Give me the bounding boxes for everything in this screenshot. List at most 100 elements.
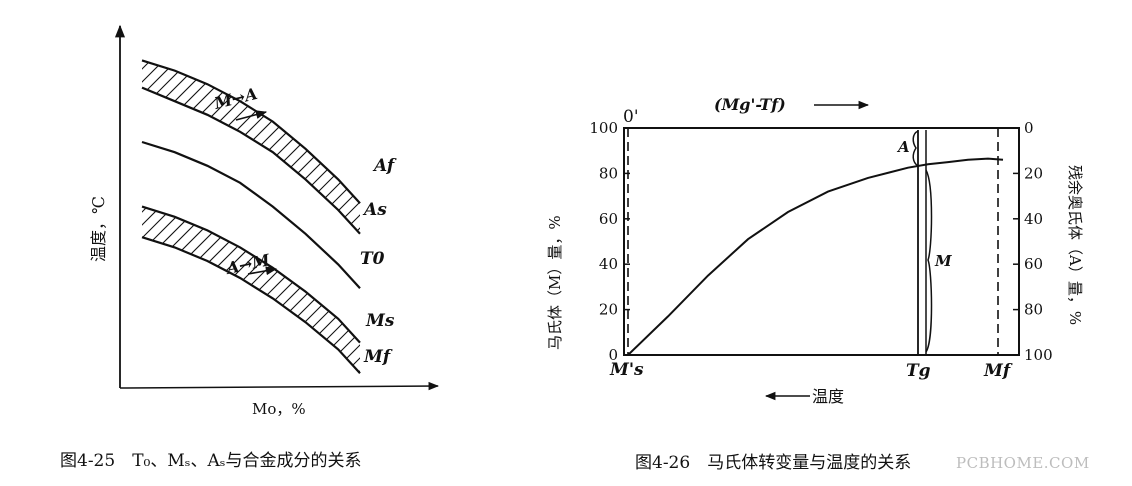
hatch-line — [142, 60, 360, 234]
hatch-line — [636, 40, 1016, 420]
series-label-t0: T0 — [360, 249, 385, 269]
right-y-tick-label: 40 — [1024, 210, 1043, 228]
hatch-line — [142, 60, 250, 234]
series-ms-curve — [141, 205, 361, 344]
caption-fig-4-26: 图4-26 马氏体转变量与温度的关系 — [635, 453, 912, 473]
left-y-tick-label: 0 — [608, 346, 618, 364]
region-arrow — [247, 266, 278, 276]
hatch-line — [0, 40, 80, 420]
marker-label-top-0: 0' — [623, 107, 639, 127]
left-y-tick-label: 60 — [599, 210, 618, 228]
right-y-axis-label: 残余奥氏体（A）量，% — [1066, 165, 1084, 325]
left-y-tick-label: 100 — [589, 119, 618, 137]
top-range-label: (Mg'-Tf) — [714, 95, 786, 114]
hatch-line — [142, 206, 360, 374]
hatch-line — [142, 206, 250, 374]
hatch-line — [349, 206, 360, 374]
hatch-line — [142, 60, 263, 234]
watermark: PCBHOME.COM — [956, 454, 1090, 472]
hatch-line — [389, 40, 769, 420]
right-y-tick-label: 0 — [1024, 119, 1034, 137]
hatch-line — [142, 60, 172, 234]
series-as-curve — [141, 86, 361, 235]
right-y-ticks: 0 20 40 60 80 100 — [1013, 119, 1053, 364]
hatch-line — [142, 60, 159, 234]
left-y-tick-label: 40 — [599, 255, 618, 273]
hatch-line — [0, 40, 93, 420]
x-axis-label: 温度 — [812, 387, 844, 406]
hatch-line — [142, 206, 360, 374]
hatch-line — [142, 206, 360, 374]
series-mf-curve — [141, 236, 361, 374]
hatch-line — [0, 40, 132, 420]
hatch-line — [142, 60, 315, 234]
hatch-line — [142, 206, 360, 374]
hatch-line — [142, 206, 237, 374]
hatch-line — [649, 40, 1029, 420]
hatch-line — [142, 60, 360, 234]
hatch-line — [142, 206, 354, 374]
marker-label-mf: Mf — [983, 361, 1013, 381]
right-y-tick-label: 100 — [1024, 346, 1053, 364]
hatch-line — [610, 40, 990, 420]
hatch-line — [610, 40, 990, 420]
right-y-tick-label: 80 — [1024, 301, 1043, 319]
hatch-line — [206, 60, 360, 234]
hatch-line — [219, 60, 360, 234]
series-label-af: Af — [372, 156, 397, 176]
hatch-line — [480, 40, 860, 420]
hatch-line — [376, 40, 756, 420]
hatch-line — [336, 60, 360, 234]
left-y-ticks: 0 20 40 60 80 100 — [589, 119, 630, 364]
hatch-line — [258, 206, 360, 374]
series-label-mf: Mf — [363, 347, 393, 367]
series-label-as: As — [362, 200, 387, 220]
hatch-line — [142, 206, 360, 374]
hatch-line — [0, 40, 93, 420]
hatch-line — [258, 60, 360, 234]
caption-fig-4-25: 图4-25 T₀、Mₛ、Aₛ与合金成分的关系 — [60, 451, 362, 471]
y-axis-label: 温度，℃ — [89, 196, 108, 262]
annotation-a: A — [896, 138, 910, 156]
hatch-line — [142, 206, 360, 374]
series-t0-curve — [141, 140, 361, 289]
hatch-line — [519, 40, 899, 420]
transformation-curve — [627, 157, 1004, 356]
hatch-line — [0, 40, 132, 420]
brace-a — [912, 130, 919, 167]
hatch-line — [519, 40, 899, 420]
hatch-line — [142, 60, 360, 234]
hatch-line — [480, 40, 860, 420]
hatch-line — [0, 40, 80, 420]
hatch-line — [271, 206, 360, 374]
left-y-tick-label: 80 — [599, 164, 618, 182]
hatch-line — [142, 60, 302, 234]
marker-label-ms: M's — [609, 360, 644, 380]
x-axis-label: Mo，% — [252, 400, 306, 418]
hatch-line — [467, 40, 847, 420]
hatch-line — [649, 40, 1029, 420]
left-y-tick-label: 20 — [599, 301, 618, 319]
plot-frame — [623, 127, 1020, 356]
hatch-line — [467, 40, 847, 420]
hatch-line — [142, 206, 360, 374]
hatch-line — [219, 206, 360, 374]
series-af-curve — [141, 59, 361, 204]
hatch-line — [142, 206, 159, 374]
region-arrow — [235, 110, 268, 121]
annotation-m: M — [934, 252, 952, 270]
hatch-line — [636, 40, 1016, 420]
hatch-line — [142, 206, 172, 374]
x-axis — [119, 381, 440, 391]
hatch-line — [623, 40, 1003, 420]
marker-label-tg: Tg — [906, 361, 931, 381]
hatch-line — [284, 206, 360, 374]
hatch-line — [142, 60, 360, 234]
hatch-line — [142, 206, 146, 374]
hatch-line — [336, 206, 360, 374]
hatch-line — [142, 60, 289, 234]
right-y-tick-label: 20 — [1024, 164, 1043, 182]
hatch-line — [271, 60, 360, 234]
hatch-line — [206, 206, 360, 374]
